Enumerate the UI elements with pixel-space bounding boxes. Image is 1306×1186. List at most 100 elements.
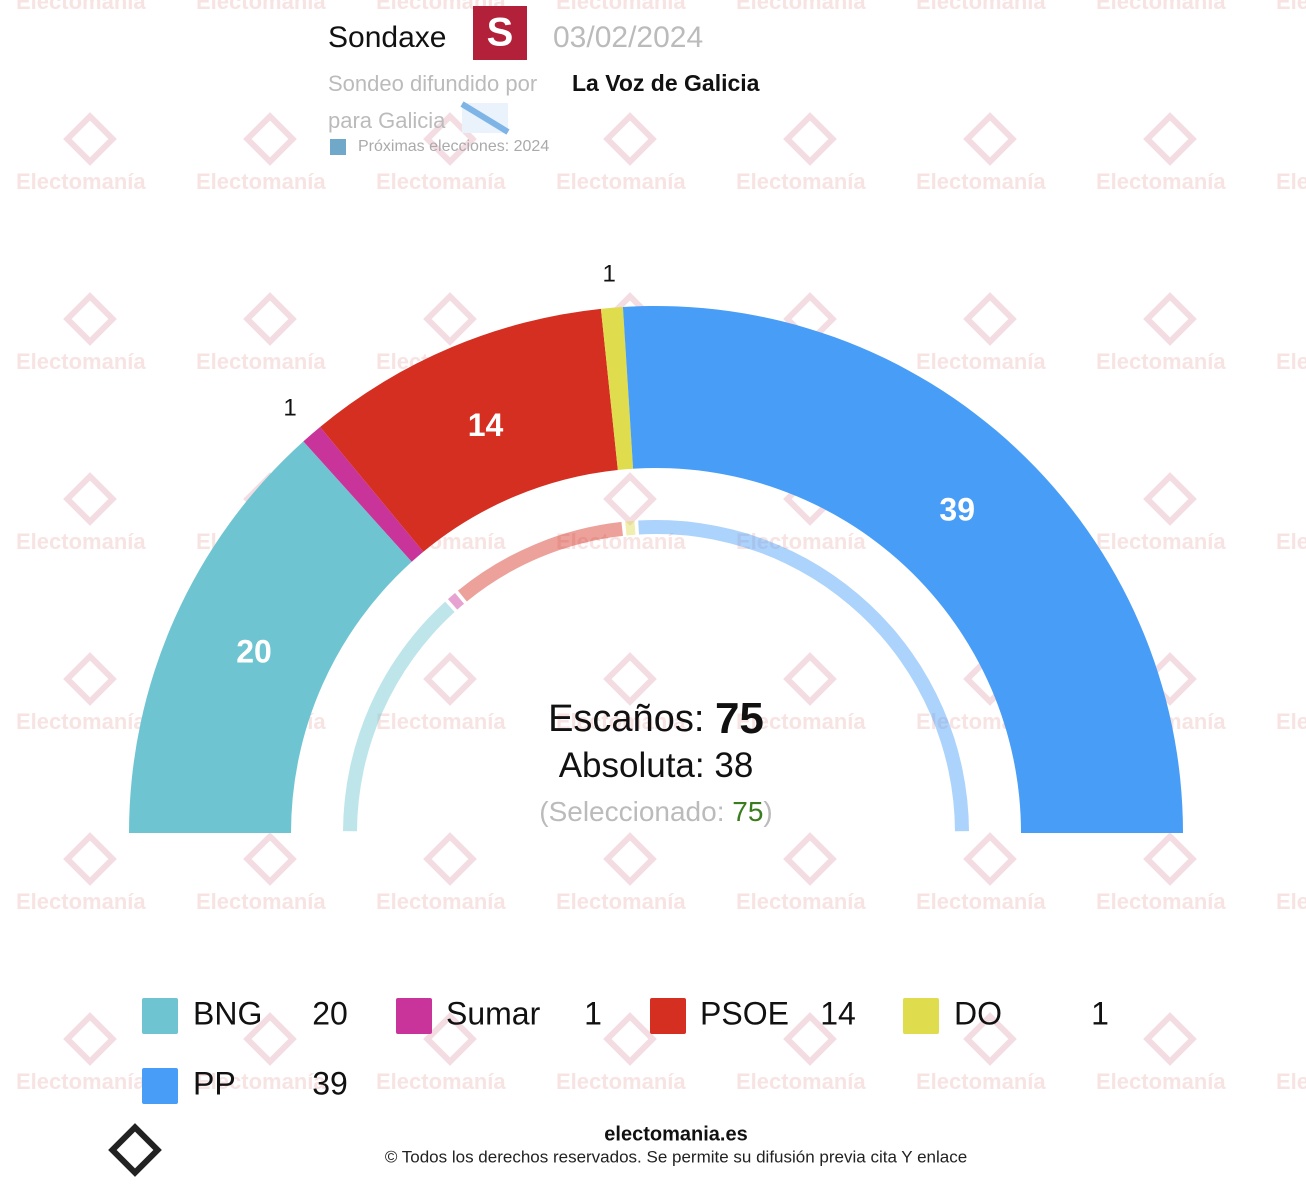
watermark-logo (63, 112, 117, 166)
watermark-text: Electomanía (916, 169, 1046, 194)
legend-name: PSOE (700, 995, 789, 1031)
watermark-logo (1143, 832, 1197, 886)
date: 03/02/2024 (553, 21, 703, 54)
watermark-text: Electomanía (196, 0, 326, 14)
published-by: La Voz de Galicia (572, 70, 760, 96)
legend-icon (142, 1068, 178, 1104)
legend-name: Sumar (446, 995, 541, 1031)
selected-line: (Seleccionado: 75) (539, 796, 773, 827)
watermark-text: Electomanía (376, 169, 506, 194)
watermark-logo (243, 112, 297, 166)
pollster-logo-mark: S (487, 11, 514, 55)
site: electomania.es (604, 1123, 747, 1145)
watermark-text: Electomanía (556, 889, 686, 914)
inner-ring-segment (457, 521, 623, 602)
seats: 75 (715, 694, 764, 743)
selected: 75 (732, 796, 763, 827)
watermark-text: Electomanía (196, 349, 326, 374)
watermark-logo (243, 832, 297, 886)
legend-value: 20 (312, 995, 348, 1031)
watermark-logo (783, 112, 837, 166)
watermark-text: Electomanía (1096, 1069, 1226, 1094)
seat-segment (320, 308, 618, 552)
watermark-text: Electomanía (1276, 169, 1306, 194)
watermark-text: Electomanía (1276, 1069, 1306, 1094)
watermark-text: Electomanía (1276, 0, 1306, 14)
hemicycle: 20 1 14 1 39 (129, 260, 1183, 833)
watermark-text: Electomanía (196, 169, 326, 194)
watermark-logo (423, 1012, 477, 1066)
watermark-text: Electomanía (916, 889, 1046, 914)
watermark-text: Electomanía (16, 169, 146, 194)
watermark-text: Electomanía (1276, 349, 1306, 374)
ballot-icon (330, 139, 346, 155)
watermark-text: Electomanía (736, 529, 866, 554)
copyright: © Todos los derechos reservados. Se perm… (385, 1147, 967, 1166)
majority: 38 (714, 746, 753, 785)
majority-label: Absoluta: (559, 746, 705, 785)
seat-label-outside: 1 (602, 260, 615, 287)
legend-name: PP (193, 1065, 236, 1101)
pollster-logo (473, 6, 527, 60)
watermark-logo (243, 292, 297, 346)
watermark-text: Electomanía (556, 169, 686, 194)
watermark-text: Electomanía (916, 1069, 1046, 1094)
watermark-logo (423, 652, 477, 706)
legend-icon (903, 998, 939, 1034)
legend-name: DO (954, 995, 1002, 1031)
watermark-text: Electomanía (916, 349, 1046, 374)
majority-line: Absoluta: 38 (559, 746, 754, 785)
watermark-text: Electomanía (16, 889, 146, 914)
watermark-text: Electomanía (1096, 169, 1226, 194)
seats-line: Escaños: 75 (548, 694, 764, 743)
watermark-text: Electomanía (1096, 529, 1226, 554)
inner-ring-segment (343, 601, 455, 832)
inner-ring-segment (447, 593, 465, 610)
watermark-logo (1143, 112, 1197, 166)
watermark-text: Electomanía (556, 0, 686, 14)
seat-label: 39 (939, 492, 975, 528)
legend-value: 1 (1091, 995, 1109, 1031)
seat-label-outside: 1 (283, 394, 296, 421)
watermark-text: Electomanía (736, 1069, 866, 1094)
legend-value: 39 (312, 1065, 348, 1101)
watermark-layer: Electomanía Electomanía Electomanía Electom… (16, 0, 1306, 1094)
watermark-text: Electomanía (556, 709, 686, 734)
watermark-text: Electomanía (1096, 0, 1226, 14)
watermark-logo (1143, 292, 1197, 346)
watermark-logo (963, 292, 1017, 346)
watermark-text: Electomanía (916, 0, 1046, 14)
legend-value: 14 (820, 995, 856, 1031)
watermark-text: Electomanía (736, 0, 866, 14)
legend-icon (650, 998, 686, 1034)
watermark-logo (963, 1012, 1017, 1066)
seat-segment (129, 441, 412, 833)
watermark-logo (63, 292, 117, 346)
legend-icon (142, 998, 178, 1034)
seat-segment (600, 307, 634, 470)
watermark-text: Electomanía (16, 349, 146, 374)
watermark-logo (603, 472, 657, 526)
watermark-text: Electomanía (556, 529, 686, 554)
selected-label: (Seleccionado: (539, 796, 724, 827)
watermark-logo (1143, 472, 1197, 526)
watermark-logo (423, 112, 477, 166)
selected-close: ) (763, 796, 772, 827)
watermark-logo (423, 292, 477, 346)
seat-label: 14 (468, 407, 504, 443)
watermark-text: Electomanía (16, 1069, 146, 1094)
inner-ring-segment (625, 520, 636, 536)
legend-icon (396, 998, 432, 1034)
watermark-text: Electomanía (556, 1069, 686, 1094)
watermark-logo (603, 832, 657, 886)
watermark-logo (783, 832, 837, 886)
watermark-logo (603, 652, 657, 706)
watermark-text: Electomanía (376, 709, 506, 734)
watermark-text: Electomanía (196, 1069, 326, 1094)
watermark-text: Electomanía (16, 0, 146, 14)
watermark-logo (783, 1012, 837, 1066)
watermark-logo (783, 652, 837, 706)
flag-band (460, 101, 510, 135)
watermark-text: Electomanía (196, 889, 326, 914)
